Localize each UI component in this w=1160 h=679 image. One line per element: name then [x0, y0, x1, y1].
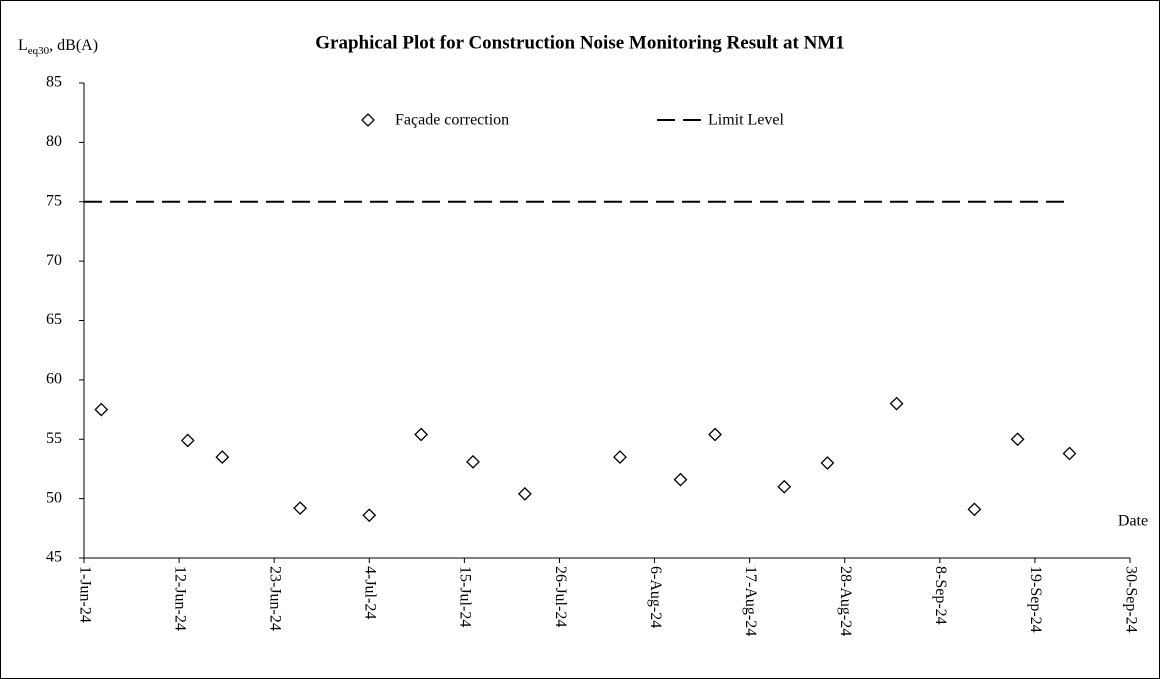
y-tick-label: 65 [46, 311, 62, 328]
marker [673, 472, 688, 487]
x-tick-label: 1-Jun-24 [76, 566, 93, 623]
y-tick-label: 70 [46, 252, 62, 269]
legend-label: Façade correction [395, 112, 509, 129]
marker [1062, 446, 1077, 461]
y-tick-label: 50 [46, 489, 62, 506]
y-tick-label: 75 [46, 192, 62, 209]
marker [613, 450, 627, 464]
legend-marker [361, 113, 375, 127]
y-tick-label: 55 [46, 430, 62, 447]
marker [414, 427, 429, 442]
marker [1010, 432, 1025, 447]
y-tick-label: 45 [46, 549, 62, 566]
marker [362, 508, 377, 523]
x-axis-title: Date [1118, 513, 1148, 530]
x-tick-label: 30-Sep-24 [1122, 566, 1139, 633]
x-tick-label: 23-Jun-24 [267, 566, 284, 631]
x-tick-label: 17-Aug-24 [742, 566, 759, 636]
marker [94, 402, 109, 417]
x-tick-label: 15-Jul-24 [457, 566, 474, 627]
x-tick-label: 4-Jul-24 [362, 566, 379, 619]
x-tick-label: 28-Aug-24 [837, 566, 854, 636]
x-tick-label: 8-Sep-24 [932, 566, 949, 625]
marker [180, 433, 195, 448]
y-axis-title: Leq30, dB(A) [18, 37, 98, 57]
y-title-main: L [18, 37, 28, 54]
x-tick-label: 6-Aug-24 [647, 566, 664, 628]
marker [215, 450, 230, 464]
x-tick-label: 12-Jun-24 [171, 566, 188, 631]
marker [466, 454, 480, 469]
y-title-sub: eq30 [28, 45, 50, 57]
y-tick-label: 85 [46, 74, 62, 91]
marker [820, 456, 835, 470]
y-title-rest: , dB(A) [49, 37, 98, 54]
y-tick-label: 80 [46, 133, 62, 150]
x-tick-label: 19-Sep-24 [1027, 566, 1044, 633]
legend-label: Limit Level [708, 112, 785, 129]
chart-title: Graphical Plot for Construction Noise Mo… [315, 32, 845, 53]
marker [293, 501, 308, 516]
marker [777, 479, 792, 494]
x-tick-label: 26-Jul-24 [552, 566, 569, 627]
marker [889, 396, 904, 411]
marker [967, 502, 982, 517]
y-tick-label: 60 [46, 371, 62, 388]
marker [517, 486, 532, 501]
marker [708, 427, 722, 442]
